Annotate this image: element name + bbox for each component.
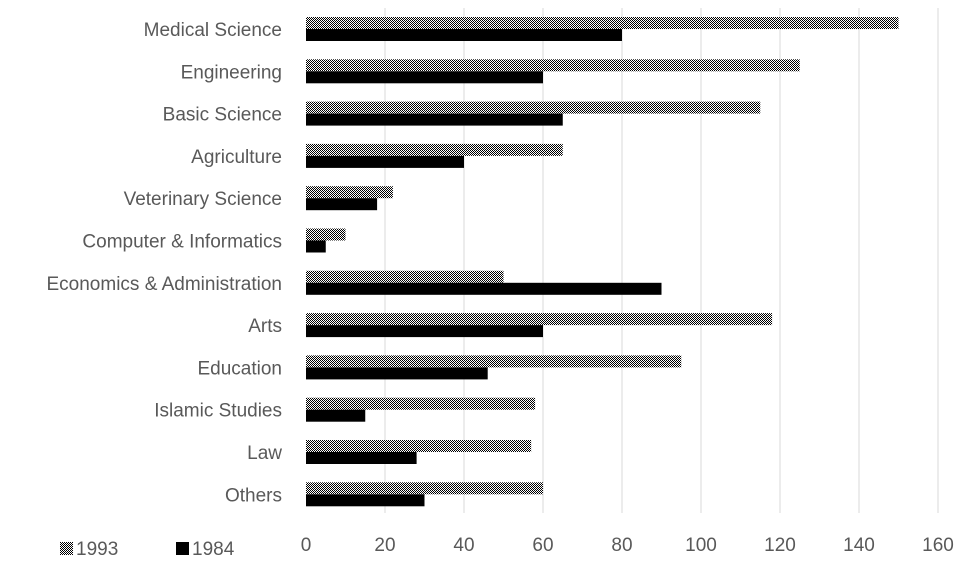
category-label: Computer & Informatics [82, 232, 282, 253]
bar-1984 [306, 240, 326, 253]
legend-swatch-1993 [60, 542, 73, 555]
bar-1984 [306, 409, 366, 422]
x-tick-label: 100 [685, 535, 717, 556]
category-label: Islamic Studies [154, 401, 282, 422]
category-label: Economics & Administration [47, 274, 283, 295]
bar-1993 [306, 270, 504, 283]
bar-1993 [306, 397, 536, 410]
bar-1993 [306, 313, 773, 326]
category-label: Veterinary Science [124, 189, 282, 210]
category-labels: Medical Science Engineering Basic Science A… [47, 20, 283, 506]
category-label: Basic Science [163, 105, 282, 126]
bar-1984 [306, 155, 464, 168]
category-label: Education [197, 358, 282, 379]
gridlines [384, 8, 939, 513]
bars [306, 17, 899, 507]
category-label: Agriculture [191, 147, 282, 168]
category-label: Law [247, 443, 282, 464]
bar-1984 [306, 325, 543, 338]
x-tick-label: 120 [764, 535, 796, 556]
bar-1984 [306, 494, 425, 507]
x-tick-labels: 0 20 40 60 80 100 120 140 160 [301, 535, 954, 556]
x-tick-label: 80 [611, 535, 632, 556]
x-tick-label: 20 [374, 535, 395, 556]
bar-1993 [306, 186, 393, 199]
bar-1993 [306, 440, 532, 452]
bar-1984 [306, 71, 543, 84]
bar-1984 [306, 198, 378, 211]
bar-1993 [306, 101, 761, 114]
bar-1993 [306, 355, 682, 368]
bar-1993 [306, 143, 563, 156]
category-label: Medical Science [144, 20, 282, 41]
bar-1984 [306, 113, 563, 126]
x-tick-label: 60 [532, 535, 553, 556]
category-label: Engineering [181, 62, 282, 83]
bar-1984 [306, 282, 662, 295]
bar-1984 [306, 29, 622, 41]
legend-label-1984: 1984 [192, 539, 235, 560]
legend-label-1993: 1993 [76, 539, 118, 560]
legend-swatch-1984 [176, 542, 189, 555]
x-tick-label: 0 [301, 535, 312, 556]
bar-1993 [306, 482, 543, 495]
x-tick-label: 140 [843, 535, 875, 556]
x-tick-label: 160 [922, 535, 954, 556]
legend: 1993 1984 [60, 539, 235, 560]
category-label: Arts [248, 316, 282, 337]
bar-1993 [306, 59, 800, 72]
bar-1993 [306, 228, 346, 241]
x-tick-label: 40 [453, 535, 474, 556]
bar-1984 [306, 452, 417, 464]
category-label: Others [225, 485, 282, 506]
bar-1984 [306, 367, 488, 380]
bar-1993 [306, 17, 899, 29]
